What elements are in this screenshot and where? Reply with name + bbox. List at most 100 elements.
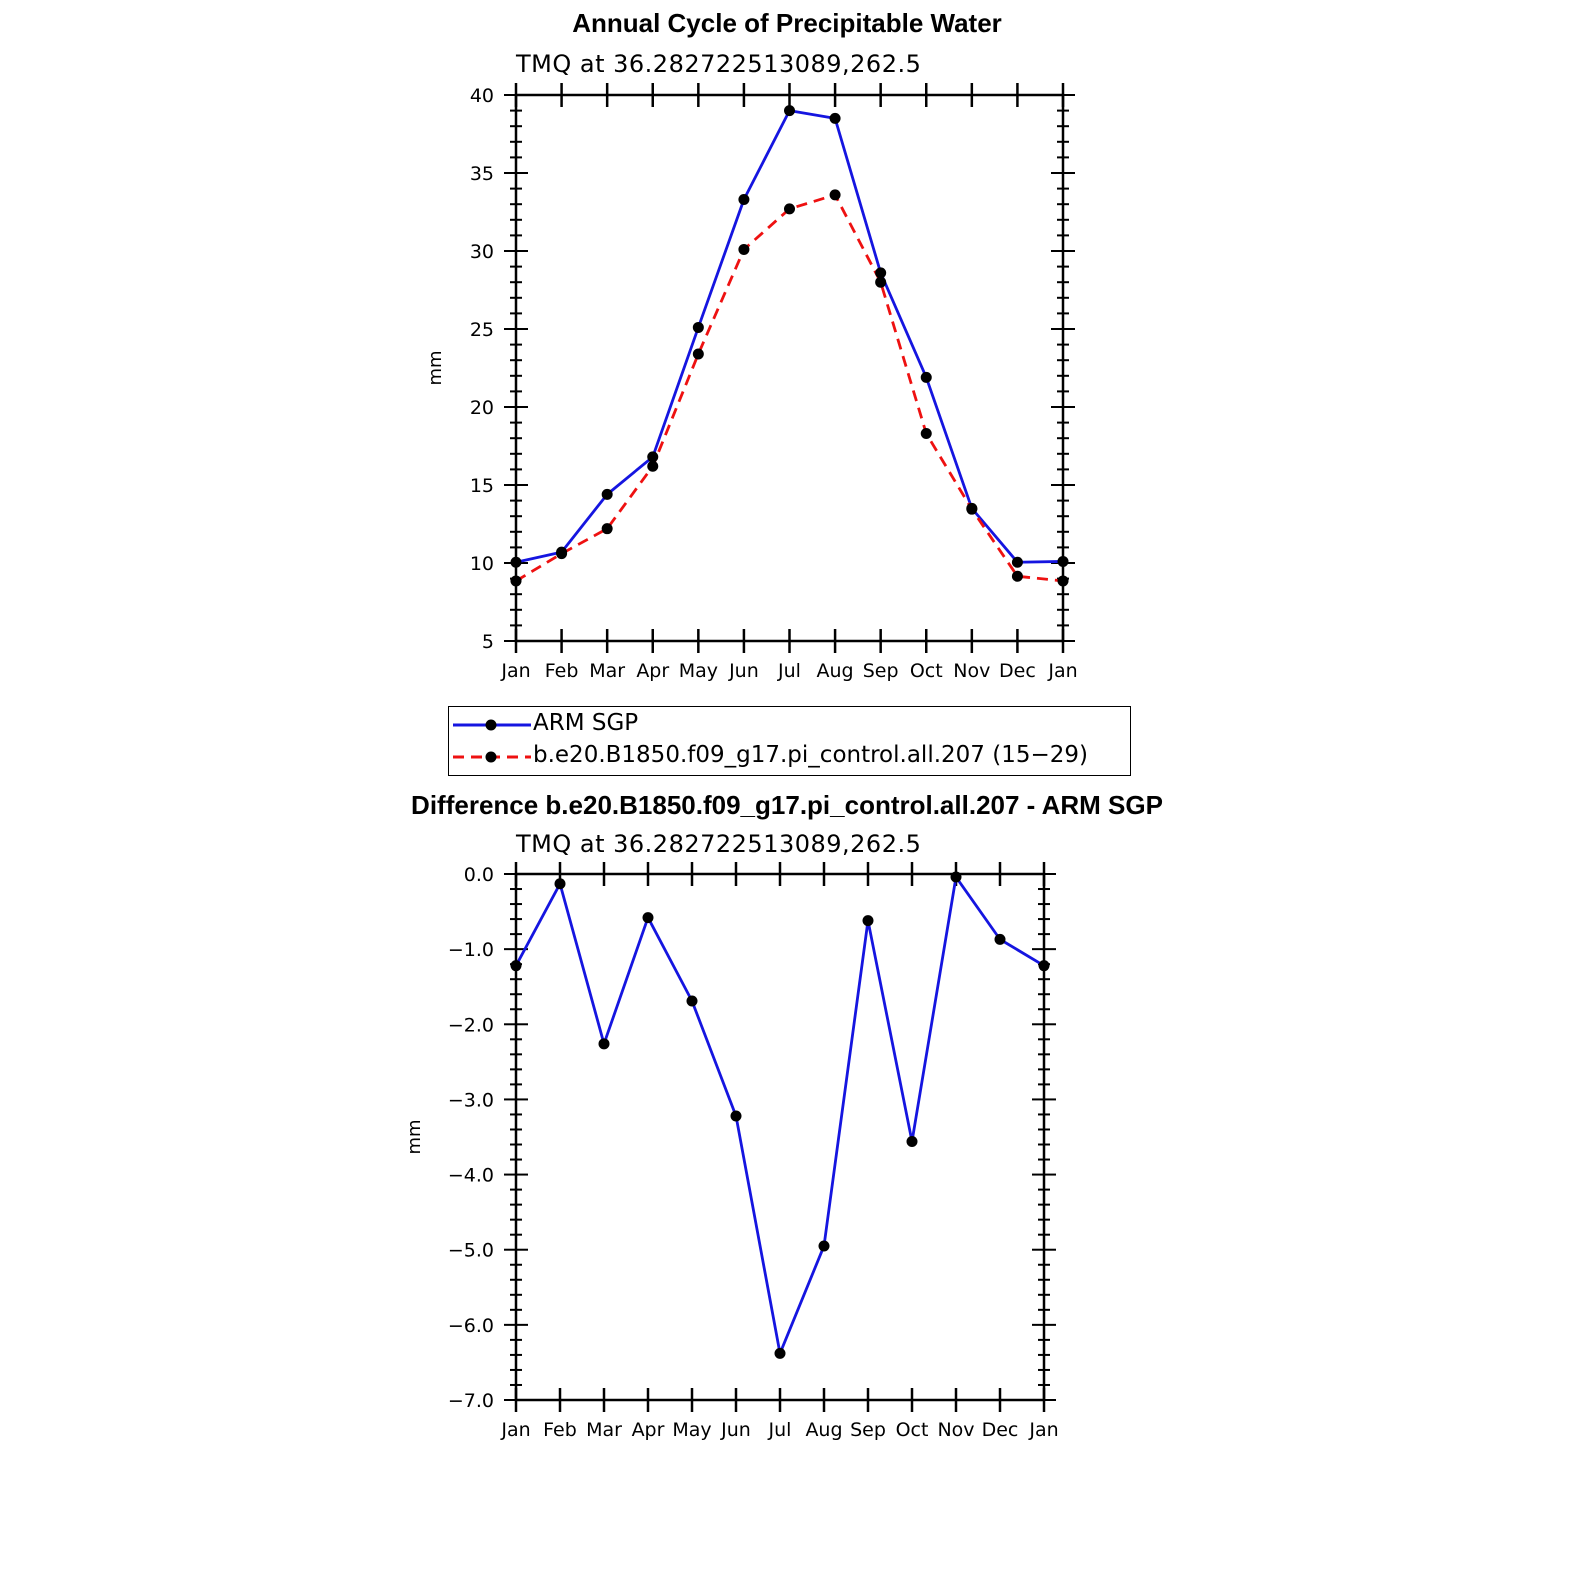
data-point bbox=[784, 105, 795, 117]
x-tick-label: Nov bbox=[937, 1419, 974, 1441]
x-tick-label: Jul bbox=[768, 1419, 792, 1441]
data-point bbox=[920, 371, 932, 383]
plot-frame bbox=[514, 872, 1046, 1402]
y-axis-label: mm bbox=[404, 1119, 425, 1154]
data-point bbox=[818, 1240, 830, 1252]
legend: ARM SGP b.e20.B1850.f09_g17.pi_control.a… bbox=[448, 706, 1131, 776]
data-point bbox=[784, 203, 795, 215]
legend-swatch-solid bbox=[453, 719, 531, 731]
x-tick-label: Nov bbox=[953, 660, 990, 682]
data-point bbox=[966, 503, 978, 515]
y-tick-label: 30 bbox=[470, 241, 494, 263]
x-tick-label: Aug bbox=[817, 660, 854, 682]
data-point bbox=[598, 1038, 610, 1050]
x-tick-label: Jan bbox=[1047, 660, 1077, 682]
x-tick-label: Feb bbox=[543, 1419, 577, 1441]
data-point bbox=[906, 1136, 918, 1148]
data-point bbox=[994, 933, 1006, 945]
y-tick-label: −2.0 bbox=[448, 1014, 494, 1036]
data-point bbox=[556, 548, 568, 560]
data-point bbox=[774, 1347, 786, 1359]
chart1-title: Annual Cycle of Precipitable Water bbox=[572, 8, 1002, 38]
x-tick-label: May bbox=[679, 660, 718, 682]
y-tick-label: 25 bbox=[470, 319, 494, 341]
chart2-title: Difference b.e20.B1850.f09_g17.pi_contro… bbox=[411, 790, 1163, 820]
data-point bbox=[686, 995, 698, 1007]
x-tick-label: Jan bbox=[500, 1419, 530, 1441]
x-tick-label: Apr bbox=[632, 1419, 665, 1441]
data-point bbox=[1057, 575, 1069, 587]
x-tick-label: Mar bbox=[586, 1419, 622, 1441]
series-line-0 bbox=[515, 109, 1064, 564]
x-tick-label: Aug bbox=[805, 1419, 842, 1441]
series-line-1 bbox=[515, 193, 1064, 583]
data-point bbox=[642, 912, 654, 924]
data-point bbox=[875, 276, 887, 288]
y-tick-label: 15 bbox=[470, 475, 494, 497]
y-tick-label: −6.0 bbox=[448, 1315, 494, 1337]
data-point bbox=[510, 556, 522, 568]
data-point bbox=[510, 575, 522, 587]
data-point bbox=[554, 878, 566, 890]
y-tick-label: 35 bbox=[470, 163, 494, 185]
legend-label-model: b.e20.B1850.f09_g17.pi_control.all.207 (… bbox=[533, 742, 1088, 768]
y-tick-label: −3.0 bbox=[448, 1089, 494, 1111]
plot-frame bbox=[514, 93, 1065, 643]
chart1-plot: Jan Feb Mar Apr May Jun Jul Aug Sep Oct Nov Dec Jan 5… bbox=[425, 83, 1078, 682]
x-tick-label: Jan bbox=[1028, 1419, 1058, 1441]
data-point bbox=[730, 1110, 742, 1122]
x-tick-label: Mar bbox=[589, 660, 625, 682]
data-point bbox=[647, 451, 659, 463]
data-point bbox=[738, 194, 750, 206]
y-tick-label: 40 bbox=[470, 85, 494, 107]
data-point bbox=[1038, 960, 1050, 972]
data-point bbox=[601, 488, 613, 500]
x-tick-label: Jul bbox=[777, 660, 801, 682]
x-tick-label: Sep bbox=[850, 1419, 886, 1441]
y-tick-label: −5.0 bbox=[448, 1240, 494, 1262]
series-line-0 bbox=[514, 875, 1045, 1355]
x-tick-label: Jun bbox=[720, 1419, 751, 1441]
y-tick-label: 10 bbox=[470, 553, 494, 575]
data-point bbox=[692, 348, 704, 360]
x-tick-label: Oct bbox=[910, 660, 943, 682]
legend-label-arm-sgp: ARM SGP bbox=[533, 710, 639, 736]
data-point bbox=[829, 112, 841, 124]
x-tick-label: Jan bbox=[500, 660, 530, 682]
chart2-subtitle: TMQ at 36.282722513089,262.5 bbox=[516, 830, 922, 858]
y-tick-label: 0.0 bbox=[464, 864, 494, 886]
data-point bbox=[920, 428, 932, 440]
x-tick-label: Apr bbox=[636, 660, 669, 682]
data-point bbox=[601, 523, 613, 535]
data-point bbox=[510, 960, 522, 972]
x-tick-label: Sep bbox=[863, 660, 899, 682]
x-tick-label: Jun bbox=[728, 660, 759, 682]
data-point bbox=[692, 321, 704, 333]
x-tick-label: Oct bbox=[896, 1419, 929, 1441]
data-point bbox=[950, 871, 962, 883]
data-point bbox=[862, 915, 874, 927]
data-point bbox=[1057, 555, 1069, 567]
x-tick-label: May bbox=[672, 1419, 711, 1441]
data-point bbox=[1011, 556, 1023, 568]
y-axis-label: mm bbox=[425, 350, 446, 385]
y-tick-label: −4.0 bbox=[448, 1165, 494, 1187]
y-tick-label: −1.0 bbox=[448, 939, 494, 961]
x-tick-label: Dec bbox=[999, 660, 1036, 682]
y-tick-label: −7.0 bbox=[448, 1390, 494, 1412]
y-tick-label: 5 bbox=[482, 631, 494, 653]
data-point bbox=[829, 189, 841, 201]
legend-swatch-dashed bbox=[453, 751, 531, 763]
data-point bbox=[647, 460, 659, 472]
data-point bbox=[1011, 570, 1023, 582]
legend-entry-arm-sgp: ARM SGP bbox=[449, 709, 1132, 741]
y-tick-label: 20 bbox=[470, 397, 494, 419]
data-point bbox=[738, 243, 750, 255]
x-tick-label: Dec bbox=[982, 1419, 1019, 1441]
data-point bbox=[875, 267, 887, 279]
chart1-subtitle: TMQ at 36.282722513089,262.5 bbox=[516, 50, 922, 78]
x-tick-label: Feb bbox=[545, 660, 579, 682]
chart2-plot: Jan Feb Mar Apr May Jun Jul Aug Sep Oct Nov Dec Jan 0… bbox=[404, 862, 1059, 1441]
legend-entry-model: b.e20.B1850.f09_g17.pi_control.all.207 (… bbox=[449, 741, 1132, 773]
